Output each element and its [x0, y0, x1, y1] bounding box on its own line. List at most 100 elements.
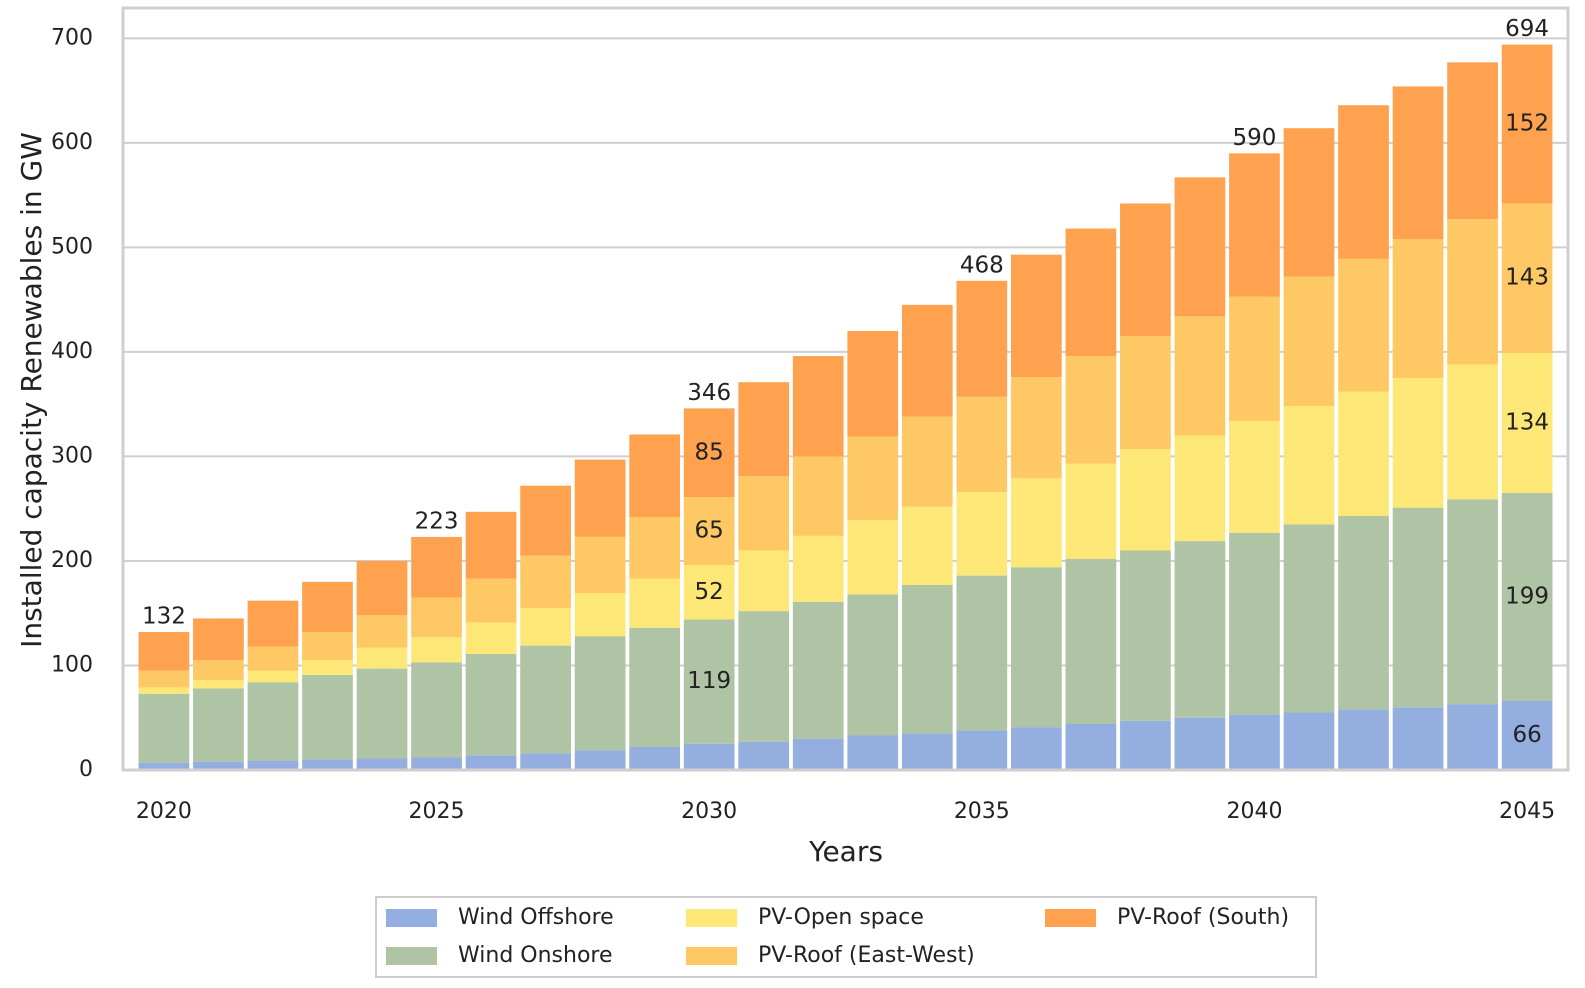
bar-segment	[356, 560, 408, 616]
bar-segment	[1065, 463, 1117, 559]
bar-segment	[1120, 336, 1171, 450]
bar-segment	[629, 517, 681, 579]
bar-segment	[901, 584, 953, 734]
bar-segment	[1283, 276, 1335, 407]
bar-segment	[411, 662, 462, 758]
bar-segment	[901, 733, 953, 770]
bar-segment	[574, 459, 626, 537]
bar-segment	[847, 735, 899, 770]
bar-segment	[193, 660, 244, 681]
bar-segment	[683, 497, 735, 566]
bar-segment	[1501, 352, 1553, 494]
total-label: 694	[1505, 16, 1549, 42]
bar-segment	[792, 601, 844, 739]
bar-segment	[683, 619, 735, 744]
bar-segment	[1174, 316, 1226, 436]
y-tick-label: 100	[51, 652, 93, 677]
bar-segment	[629, 627, 681, 748]
legend-swatch	[686, 909, 737, 927]
legend-swatch	[686, 947, 737, 965]
data-label: 134	[1505, 409, 1549, 435]
bar-segment	[792, 356, 844, 457]
bar-segment	[1501, 701, 1553, 770]
total-label: 590	[1233, 125, 1277, 151]
data-label: 65	[695, 518, 724, 544]
data-label: 66	[1512, 722, 1541, 748]
bar-segment	[1392, 86, 1444, 240]
bar-segment	[683, 565, 735, 620]
bar-segment	[574, 593, 626, 637]
bar-segment	[629, 747, 681, 770]
bar-segment	[1229, 296, 1280, 421]
bar-segment	[738, 382, 790, 477]
bar-segment	[411, 536, 462, 598]
bar-segment	[956, 730, 1008, 770]
bar-segment	[520, 645, 571, 754]
bar-segment	[520, 607, 571, 646]
bar-segment	[683, 408, 735, 498]
bar-segment	[901, 304, 953, 417]
y-tick-label: 0	[79, 757, 93, 782]
legend-label: Wind Onshore	[458, 943, 613, 968]
bar-segment	[1065, 558, 1117, 725]
bar-segment	[465, 755, 517, 770]
bar-segment	[465, 622, 517, 654]
bar-segment	[1338, 105, 1389, 259]
bar-segment	[738, 476, 790, 551]
bar-segment	[574, 536, 626, 594]
bar-segment	[1501, 493, 1553, 702]
bar-segment	[302, 674, 353, 760]
bar-segment	[901, 416, 953, 507]
bar-segment	[1338, 516, 1389, 710]
bar-segment	[247, 600, 299, 647]
total-label: 132	[142, 604, 186, 630]
bar-segment	[193, 688, 244, 762]
legend-box	[375, 896, 1317, 978]
bar-segment	[1065, 228, 1117, 357]
bar-segment	[302, 632, 353, 661]
bar-segment	[847, 330, 899, 437]
bar-segment	[1392, 378, 1444, 508]
data-label: 85	[695, 439, 724, 465]
bar-segment	[1338, 391, 1389, 516]
x-tick-label: 2040	[1226, 799, 1282, 824]
bar-segment	[1447, 62, 1498, 220]
data-label: 199	[1505, 584, 1549, 610]
legend-swatch	[386, 909, 437, 927]
legend-swatch	[386, 947, 437, 965]
bar-segment	[411, 757, 462, 770]
y-tick-label: 300	[51, 443, 93, 468]
bar-segment	[1174, 541, 1226, 718]
bar-segment	[302, 581, 353, 633]
data-label: 152	[1505, 111, 1549, 137]
legend-label: PV-Roof (South)	[1117, 905, 1289, 930]
bar-segment	[465, 511, 517, 579]
data-label: 119	[687, 668, 731, 694]
bar-segment	[356, 758, 408, 770]
bar-segment	[520, 753, 571, 770]
bar-segment	[520, 555, 571, 608]
bar-segment	[138, 687, 190, 694]
bar-segment	[683, 743, 735, 770]
bar-segment	[1174, 717, 1226, 770]
bar-segment	[1501, 203, 1553, 353]
data-label: 143	[1505, 265, 1549, 291]
bar-segment	[574, 636, 626, 751]
x-tick-label: 2035	[954, 799, 1010, 824]
bar-segment	[1229, 153, 1280, 297]
data-label: 52	[695, 579, 724, 605]
total-label: 346	[687, 380, 731, 406]
bar-segment	[193, 618, 244, 661]
bar-segment	[302, 660, 353, 675]
bar-segment	[1283, 524, 1335, 713]
bar-segment	[356, 668, 408, 759]
bar-segment	[1065, 356, 1117, 464]
bar-segment	[1229, 420, 1280, 533]
y-tick-label: 700	[51, 25, 93, 50]
bar-segment	[1229, 714, 1280, 770]
plot-frame	[121, 6, 1570, 772]
bar-segment	[247, 670, 299, 683]
bar-segment	[1338, 709, 1389, 770]
x-tick-label: 2025	[409, 799, 465, 824]
x-tick-label: 2020	[136, 799, 192, 824]
